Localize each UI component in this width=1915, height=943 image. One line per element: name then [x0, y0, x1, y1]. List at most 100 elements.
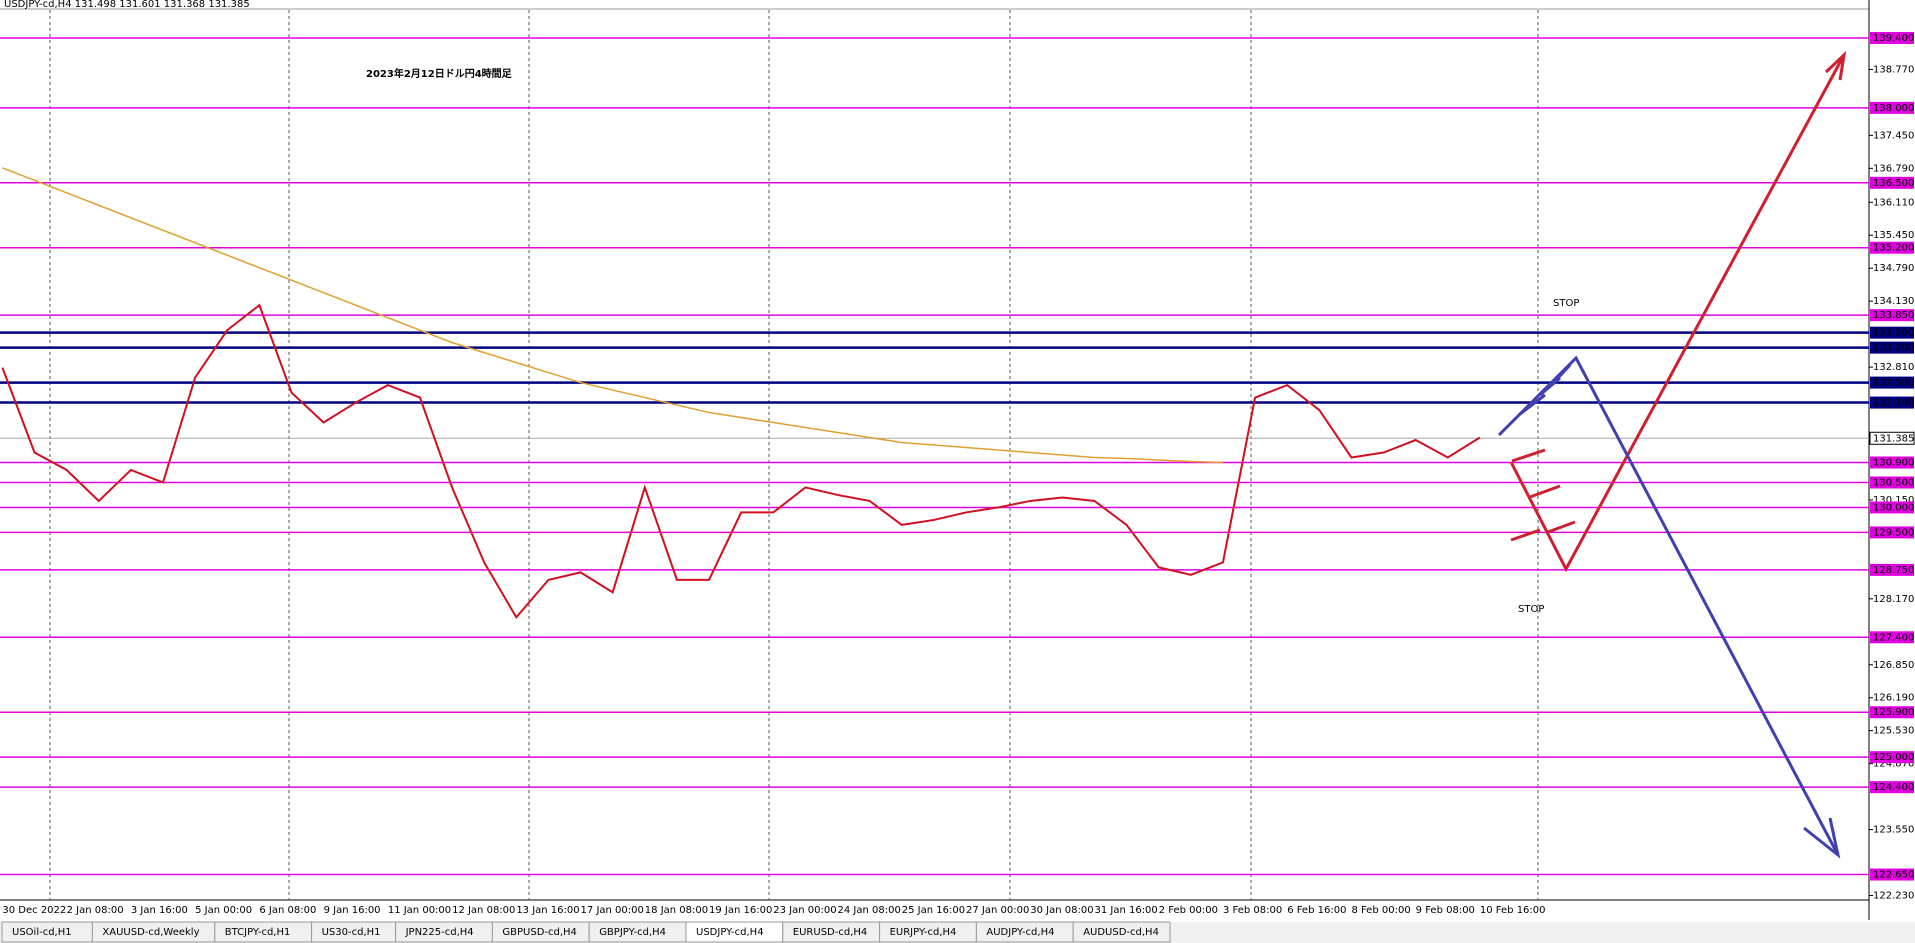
tab-label[interactable]: EURJPY-cd,H4	[890, 927, 957, 938]
x-tick-label: 9 Jan 16:00	[324, 905, 381, 916]
level-label-box	[1870, 706, 1914, 719]
level-label: 139.400	[1873, 33, 1914, 44]
x-tick-label: 24 Jan 08:00	[838, 905, 901, 916]
y-tick-label: 126.190	[1873, 693, 1914, 704]
level-label-box	[1870, 376, 1914, 389]
x-tick-label: 6 Jan 08:00	[259, 905, 316, 916]
level-label-box	[1870, 868, 1914, 881]
level-label: 135.200	[1873, 243, 1914, 254]
x-tick-label: 11 Jan 00:00	[388, 905, 451, 916]
tab-label[interactable]: USOil-cd,H1	[12, 927, 72, 938]
period-separators	[49, 10, 1539, 900]
level-label-box	[1870, 326, 1914, 339]
level-label: 129.500	[1873, 527, 1914, 538]
level-label-box	[1870, 309, 1914, 322]
current-price-label: 131.385	[1873, 433, 1914, 444]
tab-label[interactable]: GBPJPY-cd,H4	[599, 927, 666, 938]
y-tick-label: 132.810	[1873, 362, 1914, 373]
x-tick-label: 6 Feb 16:00	[1287, 905, 1346, 916]
x-tick-label: 17 Jan 00:00	[581, 905, 644, 916]
level-label-box	[1870, 31, 1914, 44]
level-label-box	[1870, 241, 1914, 254]
x-tick-label: 19 Jan 16:00	[709, 905, 772, 916]
tab-label[interactable]: XAUUSD-cd,Weekly	[102, 927, 199, 938]
level-label: 130.900	[1873, 457, 1914, 468]
level-label-box	[1870, 526, 1914, 539]
x-tick-label: 2 Feb 00:00	[1159, 905, 1218, 916]
tab-label[interactable]: GBPUSD-cd,H4	[502, 927, 577, 938]
y-tick-label: 130.150	[1873, 495, 1914, 506]
x-tick-label: 23 Jan 00:00	[773, 905, 836, 916]
stop-label: STOP	[1518, 604, 1544, 615]
tab-label[interactable]: AUDJPY-cd,H4	[986, 927, 1054, 938]
x-tick-label: 30 Jan 08:00	[1030, 905, 1093, 916]
x-tick-label: 8 Feb 00:00	[1351, 905, 1410, 916]
scenario-arrows	[1497, 50, 1847, 859]
header-info: USDJPY-cd,H4 131.498 131.601 131.368 131…	[4, 0, 250, 10]
y-tick-label: 124.870	[1873, 759, 1914, 770]
x-tick-label: 10 Feb 16:00	[1480, 905, 1546, 916]
tab-label[interactable]: US30-cd,H1	[322, 927, 381, 938]
x-tick-label: 12 Jan 08:00	[452, 905, 515, 916]
level-label-box	[1870, 396, 1914, 409]
level-label: 124.400	[1873, 782, 1914, 793]
level-label-box	[1870, 476, 1914, 489]
price-line	[2, 167, 1223, 464]
level-label-box	[1870, 631, 1914, 644]
x-tick-label: 3 Feb 08:00	[1223, 905, 1282, 916]
y-tick-label: 136.110	[1873, 197, 1914, 208]
level-label: 136.500	[1873, 178, 1914, 189]
tab-label[interactable]: USDJPY-cd,H4	[696, 927, 764, 938]
x-tick-label: 30 Dec 2022	[2, 905, 66, 916]
y-tick-label: 123.550	[1873, 825, 1914, 836]
y-tick-label: 134.130	[1873, 296, 1914, 307]
level-label: 127.400	[1873, 632, 1914, 643]
y-tick-label: 138.770	[1873, 64, 1914, 75]
level-label-box	[1870, 341, 1914, 354]
level-label: 132.500	[1873, 378, 1914, 389]
y-tick-label: 126.850	[1873, 660, 1914, 671]
level-label: 130.000	[1873, 502, 1914, 513]
price-line	[1, 303, 1481, 620]
x-tick-label: 2 Jan 08:00	[67, 905, 124, 916]
level-label-box	[1870, 751, 1914, 764]
y-tick-label: 134.790	[1873, 263, 1914, 274]
x-tick-label: 5 Jan 00:00	[195, 905, 252, 916]
y-tick-label: 136.790	[1873, 163, 1914, 174]
level-label: 133.500	[1873, 328, 1914, 339]
stop-label: STOP	[1553, 298, 1579, 309]
x-tick-label: 25 Jan 16:00	[902, 905, 965, 916]
plot: 138.770 137.450 136.790 136.110 135.450 134.7…	[0, 31, 1915, 916]
level-label: 133.200	[1873, 343, 1914, 354]
level-label: 132.100	[1873, 398, 1914, 409]
y-tick-label: 125.530	[1873, 726, 1914, 737]
level-label-box	[1870, 781, 1914, 794]
level-label-box	[1870, 176, 1914, 189]
level-label: 128.750	[1873, 565, 1914, 576]
tab-label[interactable]: EURUSD-cd,H4	[793, 927, 867, 938]
level-label: 125.900	[1873, 707, 1914, 718]
level-label: 130.500	[1873, 477, 1914, 488]
y-tick-label: 122.230	[1873, 891, 1914, 902]
tab[interactable]	[1072, 921, 1171, 943]
x-tick-label: 27 Jan 00:00	[966, 905, 1029, 916]
level-label-box	[1870, 501, 1914, 514]
tabs: USOil-cd,H1 XAUUSD-cd,Weekly BTCJPY-cd,H1 U…	[1, 921, 1171, 943]
level-label-box	[1870, 456, 1914, 469]
level-label: 122.650	[1873, 870, 1914, 881]
tab-label[interactable]: JPN225-cd,H4	[405, 927, 474, 938]
level-label-box	[1870, 563, 1914, 576]
x-tick-label: 9 Feb 08:00	[1416, 905, 1475, 916]
x-tick-label: 18 Jan 08:00	[645, 905, 708, 916]
tab-label[interactable]: AUDUSD-cd,H4	[1083, 927, 1159, 938]
chart-title: 2023年2月12日ドル円4時間足	[366, 67, 513, 80]
level-label: 125.000	[1873, 752, 1914, 763]
y-tick-label: 135.450	[1873, 230, 1914, 241]
x-tick-label: 13 Jan 16:00	[516, 905, 579, 916]
tab-label[interactable]: BTCJPY-cd,H1	[225, 927, 291, 938]
x-tick-label: 3 Jan 16:00	[131, 905, 188, 916]
level-label: 133.850	[1873, 310, 1914, 321]
